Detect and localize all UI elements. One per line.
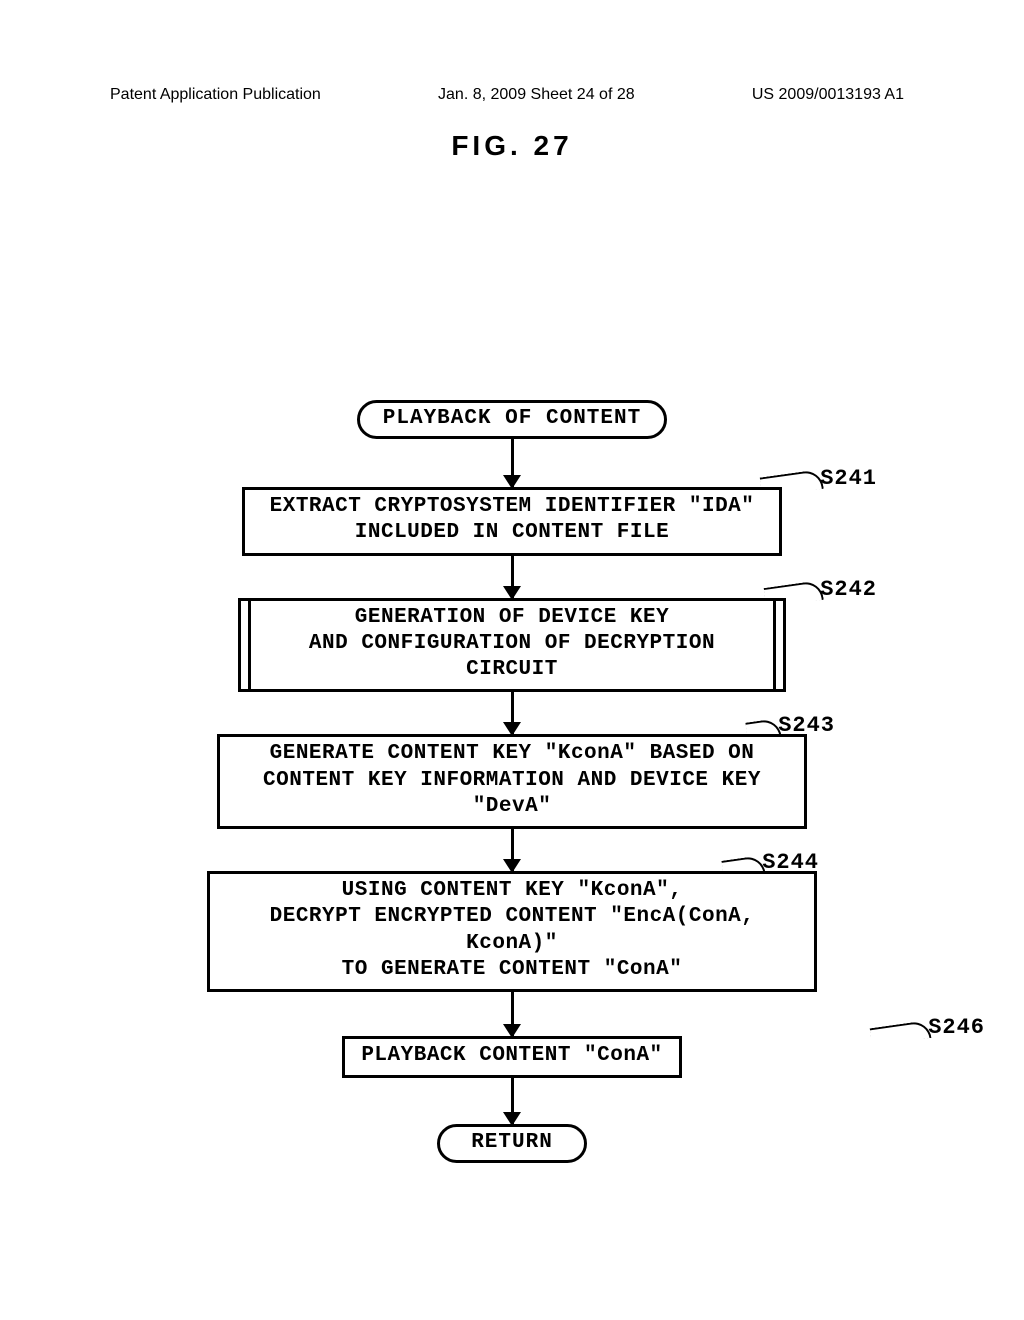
step-label-s241: S241: [820, 466, 877, 491]
flow-node-s241: EXTRACT CRYPTOSYSTEM IDENTIFIER "IDA"INC…: [242, 487, 782, 556]
header-right: US 2009/0013193 A1: [752, 86, 904, 104]
step-label-s243: S243: [778, 713, 835, 738]
flowchart-container: PLAYBACK OF CONTENTS241EXTRACT CRYPTOSYS…: [0, 400, 1024, 1163]
flow-arrow: S246: [217, 992, 807, 1036]
step-label-s246: S246: [928, 1015, 985, 1040]
flow-arrow: S241: [217, 439, 807, 487]
step-label-leader: [870, 1020, 932, 1046]
flow-node-end: RETURN: [437, 1124, 587, 1163]
header-left: Patent Application Publication: [110, 86, 321, 104]
flow-arrow: S242: [217, 556, 807, 598]
step-label-s242: S242: [820, 577, 877, 602]
step-label-leader: [760, 469, 824, 497]
flow-node-start: PLAYBACK OF CONTENT: [357, 400, 667, 439]
step-label-s244: S244: [762, 850, 819, 875]
flow-arrow: S243: [217, 692, 807, 734]
figure-title: FIG. 27: [0, 130, 1024, 162]
flow-node-s246: PLAYBACK CONTENT "ConA": [342, 1036, 682, 1078]
flow-node-s243: GENERATE CONTENT KEY "KconA" BASED ONCON…: [217, 734, 807, 829]
flow-arrow: [217, 1078, 807, 1124]
header-center: Jan. 8, 2009 Sheet 24 of 28: [438, 86, 635, 104]
page-header: Patent Application Publication Jan. 8, 2…: [0, 86, 1024, 104]
flow-node-s244: USING CONTENT KEY "KconA",DECRYPT ENCRYP…: [207, 871, 817, 992]
flow-node-s242: GENERATION OF DEVICE KEYAND CONFIGURATIO…: [238, 598, 786, 693]
flow-arrow: S244: [217, 829, 807, 871]
